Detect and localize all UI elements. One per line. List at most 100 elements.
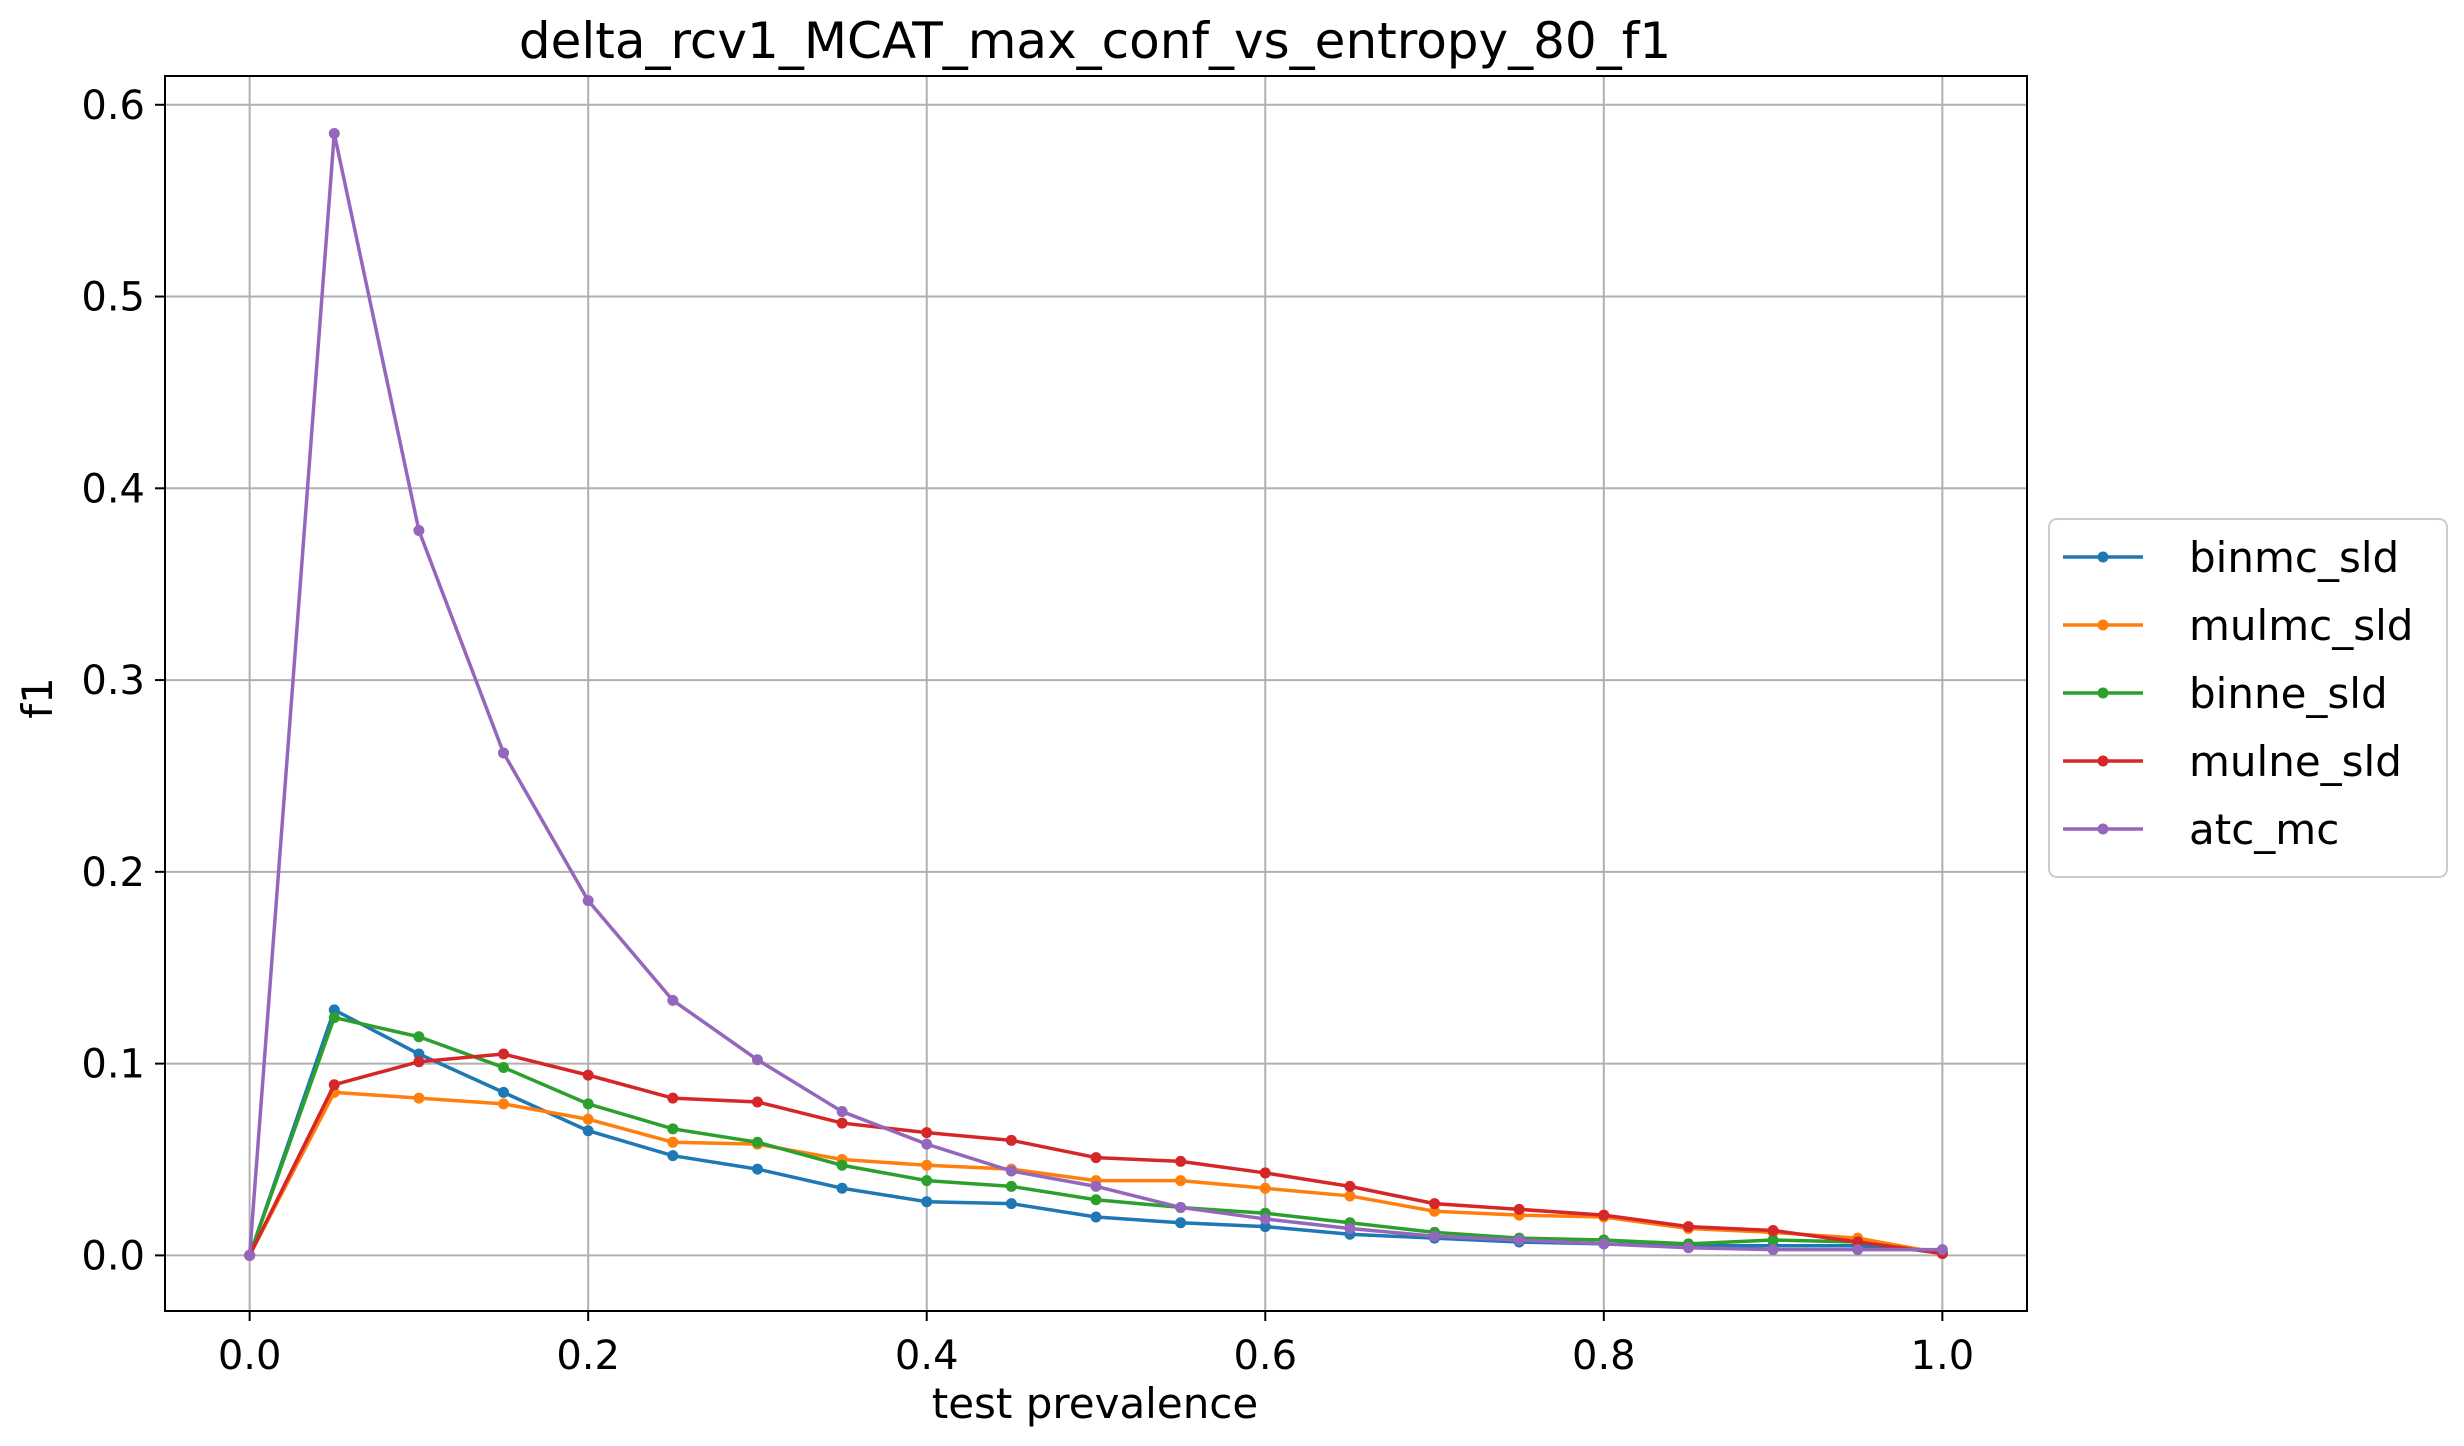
legend-item-mulmc_sld: mulmc_sld xyxy=(2063,601,2413,650)
y-tick-label: 0.2 xyxy=(81,850,145,896)
series-binmc_sld xyxy=(244,1004,1948,1261)
data-point xyxy=(836,1117,848,1129)
series-mulne_sld xyxy=(244,1048,1948,1261)
legend-label: binmc_sld xyxy=(2189,533,2399,582)
series-atc_mc xyxy=(244,128,1948,1261)
legend-marker xyxy=(2097,619,2109,631)
data-point xyxy=(1513,1203,1525,1215)
y-tick-label: 0.1 xyxy=(81,1042,145,1088)
y-tick-label: 0.3 xyxy=(81,658,145,704)
data-point xyxy=(413,1092,425,1104)
y-axis-label: f1 xyxy=(13,677,62,719)
data-point xyxy=(1513,1234,1525,1246)
x-tick-label: 0.2 xyxy=(556,1333,620,1379)
data-point xyxy=(498,1098,510,1110)
data-point xyxy=(751,1163,763,1175)
data-point xyxy=(1005,1134,1017,1146)
data-point xyxy=(498,1048,510,1060)
y-tick-label: 0.4 xyxy=(81,466,145,512)
data-point xyxy=(921,1175,933,1187)
data-point xyxy=(751,1136,763,1148)
data-point xyxy=(498,1061,510,1073)
axis-ticks: 0.0 0.2 0.4 0.6 0.8 1.0 0.0 0.1 0.2 0.3 0.4 0.5 0.6 xyxy=(81,83,1974,1379)
data-point xyxy=(328,1004,340,1016)
data-point xyxy=(667,994,679,1006)
chart-title: delta_rcv1_MCAT_max_conf_vs_entropy_80_f… xyxy=(519,12,1671,70)
x-tick-label: 1.0 xyxy=(1911,1333,1975,1379)
data-point xyxy=(1598,1209,1610,1221)
data-point xyxy=(1852,1244,1864,1256)
data-point xyxy=(836,1106,848,1118)
data-point xyxy=(1767,1244,1779,1256)
data-point xyxy=(1090,1180,1102,1192)
legend-item-mulne_sld: mulne_sld xyxy=(2063,737,2402,786)
data-point xyxy=(836,1182,848,1194)
data-point xyxy=(667,1092,679,1104)
legend-marker xyxy=(2097,823,2109,835)
data-point xyxy=(1259,1221,1271,1233)
data-point xyxy=(1344,1180,1356,1192)
data-point xyxy=(1344,1223,1356,1235)
data-point xyxy=(1936,1244,1948,1256)
data-point xyxy=(1005,1198,1017,1210)
x-axis-label: test prevalence xyxy=(932,1379,1259,1428)
data-point xyxy=(1344,1190,1356,1202)
data-point xyxy=(1767,1224,1779,1236)
data-point xyxy=(1175,1201,1187,1213)
data-point xyxy=(836,1159,848,1171)
data-point xyxy=(1852,1236,1864,1248)
data-point xyxy=(1259,1213,1271,1225)
legend-item-atc_mc: atc_mc xyxy=(2063,805,2339,854)
data-point xyxy=(413,1048,425,1060)
data-point xyxy=(413,524,425,536)
data-point xyxy=(328,128,340,140)
series-mulmc_sld xyxy=(244,1086,1948,1261)
legend-label: mulmc_sld xyxy=(2189,601,2413,650)
series-lines xyxy=(244,128,1948,1261)
data-point xyxy=(1429,1198,1441,1210)
legend-label: mulne_sld xyxy=(2189,737,2402,786)
data-point xyxy=(498,747,510,759)
x-tick-label: 0.0 xyxy=(218,1333,282,1379)
x-tick-label: 0.6 xyxy=(1233,1333,1297,1379)
data-point xyxy=(328,1079,340,1091)
data-point xyxy=(1090,1152,1102,1164)
legend-box xyxy=(2048,518,2448,878)
data-point xyxy=(582,895,594,907)
y-tick-label: 0.0 xyxy=(81,1233,145,1279)
data-point xyxy=(1259,1182,1271,1194)
legend-item-binne_sld: binne_sld xyxy=(2063,669,2388,718)
data-point xyxy=(1429,1205,1441,1217)
data-point xyxy=(1598,1238,1610,1250)
y-tick-label: 0.6 xyxy=(81,83,145,129)
data-point xyxy=(921,1159,933,1171)
data-point xyxy=(1005,1165,1017,1177)
data-point xyxy=(1175,1217,1187,1229)
data-point xyxy=(751,1096,763,1108)
x-tick-label: 0.4 xyxy=(895,1333,959,1379)
legend-label: atc_mc xyxy=(2189,805,2339,854)
grid-lines xyxy=(165,76,2027,1311)
data-point xyxy=(1090,1194,1102,1206)
data-point xyxy=(582,1098,594,1110)
y-tick-label: 0.5 xyxy=(81,275,145,321)
data-point xyxy=(582,1113,594,1125)
data-point xyxy=(751,1054,763,1066)
legend-item-binmc_sld: binmc_sld xyxy=(2063,533,2399,582)
legend: binmc_sld mulmc_sld binne_sld mulne_sld atc_… xyxy=(2048,518,2448,878)
data-point xyxy=(1175,1155,1187,1167)
data-point xyxy=(921,1127,933,1139)
legend-marker xyxy=(2097,551,2109,563)
data-point xyxy=(921,1196,933,1208)
data-point xyxy=(1090,1211,1102,1223)
data-point xyxy=(667,1123,679,1135)
data-point xyxy=(667,1136,679,1148)
data-point xyxy=(498,1086,510,1098)
legend-marker xyxy=(2097,687,2109,699)
plot-area-frame xyxy=(164,75,2028,1312)
data-point xyxy=(1175,1175,1187,1187)
data-point xyxy=(328,1012,340,1024)
data-point xyxy=(921,1138,933,1150)
data-point xyxy=(1682,1242,1694,1254)
